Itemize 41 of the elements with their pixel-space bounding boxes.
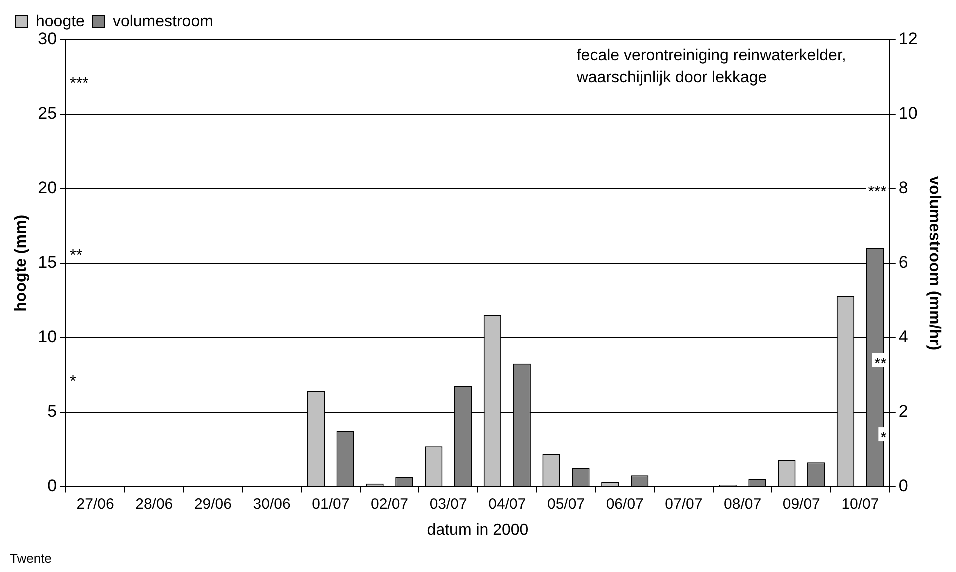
x-tick-label: 29/06 bbox=[194, 496, 232, 513]
legend-label: volumestroom bbox=[112, 13, 214, 30]
annotation: ** bbox=[874, 356, 887, 373]
y-tick-label: 30 bbox=[38, 30, 58, 49]
y-tick-label: 15 bbox=[38, 253, 58, 272]
annotation: fecale verontreiniging reinwaterkelder, waarschijnlijk door lekkage bbox=[576, 47, 846, 86]
y2-tick-label: 10 bbox=[898, 104, 918, 124]
x-tick-label: 02/07 bbox=[370, 496, 409, 513]
y2-tick-label: 0 bbox=[898, 476, 908, 496]
x-tick-label: 10/07 bbox=[842, 496, 880, 513]
x-tick-label: 01/07 bbox=[312, 496, 350, 513]
annotation: *** bbox=[70, 76, 89, 93]
text: Twente bbox=[10, 551, 52, 566]
y-tick-label: 20 bbox=[38, 178, 58, 198]
y-tick-label: 0 bbox=[48, 476, 58, 496]
x-tick-label: 07/07 bbox=[665, 496, 703, 513]
annotation: *** bbox=[868, 184, 887, 202]
y2-tick-label: 12 bbox=[898, 30, 918, 49]
x-tick-label: 30/06 bbox=[253, 496, 291, 513]
y-axis-title: hoogte (mm) bbox=[13, 214, 30, 312]
y2-tick-label: 4 bbox=[898, 328, 908, 347]
annotation: ** bbox=[70, 248, 83, 265]
x-tick-label: 09/07 bbox=[782, 496, 820, 513]
annotation: * bbox=[70, 374, 76, 391]
x-tick-label: 28/06 bbox=[136, 496, 174, 513]
y2-axis-title: volumestroom (mm/hr) bbox=[926, 176, 943, 351]
y2-tick-label: 2 bbox=[898, 402, 908, 422]
y-tick-label: 25 bbox=[38, 104, 58, 124]
x-tick-label: 04/07 bbox=[488, 496, 526, 513]
y-tick-label: 5 bbox=[48, 402, 58, 422]
x-tick-label: 08/07 bbox=[724, 496, 762, 513]
y-tick-label: 10 bbox=[38, 328, 58, 347]
y2-tick-label: 6 bbox=[898, 253, 908, 272]
x-tick-label: 03/07 bbox=[430, 496, 468, 513]
x-tick-label: 27/06 bbox=[76, 496, 114, 513]
y2-tick-label: 8 bbox=[898, 178, 908, 198]
x-tick-label: 06/07 bbox=[606, 496, 644, 513]
x-axis-title: datum in 2000 bbox=[427, 522, 529, 539]
annotation: * bbox=[880, 430, 887, 447]
legend-label: hoogte bbox=[36, 13, 86, 30]
x-tick-label: 05/07 bbox=[547, 496, 586, 513]
